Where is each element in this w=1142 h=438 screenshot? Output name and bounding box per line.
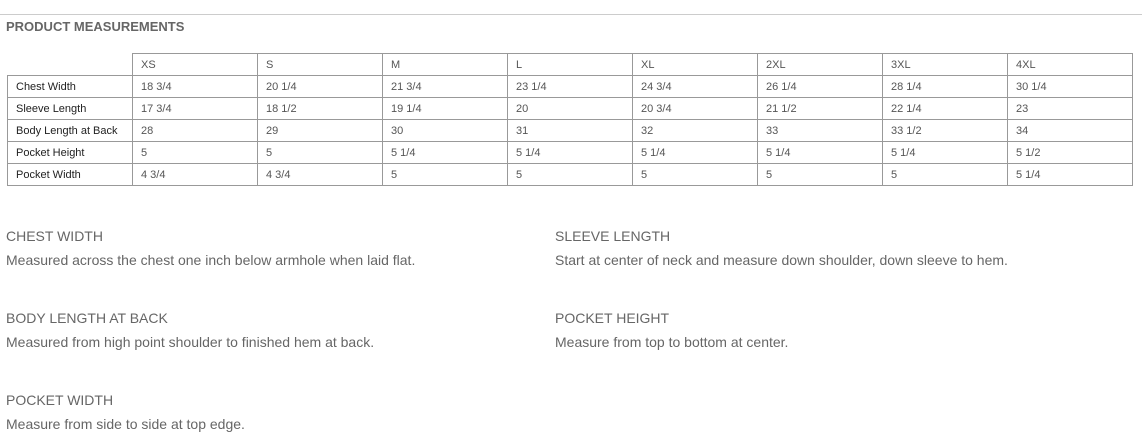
row-label: Chest Width xyxy=(7,75,133,98)
cell: 4 3/4 xyxy=(257,163,383,186)
cell: 5 1/4 xyxy=(382,141,508,164)
cell: 17 3/4 xyxy=(132,97,258,120)
cell: 5 1/4 xyxy=(757,141,883,164)
cell: 33 1/2 xyxy=(882,119,1008,142)
cell: 29 xyxy=(257,119,383,142)
cell: 31 xyxy=(507,119,633,142)
size-header: XL xyxy=(632,53,758,76)
cell: 21 3/4 xyxy=(382,75,508,98)
size-header: 3XL xyxy=(882,53,1008,76)
cell: 20 3/4 xyxy=(632,97,758,120)
cell: 30 xyxy=(382,119,508,142)
cell: 28 xyxy=(132,119,258,142)
definition-text: Measured across the chest one inch below… xyxy=(6,252,416,268)
definition: SLEEVE LENGTH Start at center of neck and… xyxy=(555,228,1075,268)
cell: 19 1/4 xyxy=(382,97,508,120)
measurement-row: Body Length at Back 28 29 30 31 32 33 33 1/2 34 xyxy=(7,119,1133,142)
definition-text: Measure from side to side at top edge. xyxy=(6,416,245,432)
size-header: 4XL xyxy=(1007,53,1133,76)
row-label: Pocket Width xyxy=(7,163,133,186)
cell: 5 xyxy=(507,163,633,186)
row-label: Body Length at Back xyxy=(7,119,133,142)
definition: CHEST WIDTH Measured across the chest one… xyxy=(6,228,526,268)
measurement-table: XS S M L XL 2XL 3XL 4XL Chest Width 18 3/4 20 1/4 2… xyxy=(7,53,1133,186)
cell: 4 3/4 xyxy=(132,163,258,186)
measurement-row: Chest Width 18 3/4 20 1/4 21 3/4 23 1/4 24 3/… xyxy=(7,75,1133,98)
cell: 20 xyxy=(507,97,633,120)
measurement-row: Pocket Width 4 3/4 4 3/4 5 5 5 5 5 5 1/4 xyxy=(7,163,1133,186)
definition: POCKET WIDTH Measure from side to side at… xyxy=(6,392,526,432)
cell: 5 xyxy=(757,163,883,186)
row-label: Pocket Height xyxy=(7,141,133,164)
size-header: 2XL xyxy=(757,53,883,76)
definition-title: POCKET WIDTH xyxy=(6,392,114,408)
cell: 23 xyxy=(1007,97,1133,120)
cell: 26 1/4 xyxy=(757,75,883,98)
measurement-row: Pocket Height 5 5 5 1/4 5 1/4 5 1/4 5 1/4 5 1/4… xyxy=(7,141,1133,164)
cell: 5 1/2 xyxy=(1007,141,1133,164)
size-header: XS xyxy=(132,53,258,76)
cell: 20 1/4 xyxy=(257,75,383,98)
corner-cell xyxy=(7,53,133,76)
definition-title: CHEST WIDTH xyxy=(6,228,103,244)
cell: 5 xyxy=(257,141,383,164)
cell: 30 1/4 xyxy=(1007,75,1133,98)
cell: 33 xyxy=(757,119,883,142)
size-header: M xyxy=(382,53,508,76)
cell: 5 1/4 xyxy=(507,141,633,164)
cell: 34 xyxy=(1007,119,1133,142)
cell: 5 1/4 xyxy=(1007,163,1133,186)
definition: POCKET HEIGHT Measure from top to bottom … xyxy=(555,310,1075,350)
cell: 32 xyxy=(632,119,758,142)
cell: 28 1/4 xyxy=(882,75,1008,98)
definition-text: Start at center of neck and measure down… xyxy=(555,252,1008,268)
divider xyxy=(0,14,1142,15)
cell: 5 xyxy=(382,163,508,186)
cell: 5 xyxy=(632,163,758,186)
cell: 5 xyxy=(882,163,1008,186)
cell: 21 1/2 xyxy=(757,97,883,120)
cell: 18 1/2 xyxy=(257,97,383,120)
size-header: L xyxy=(507,53,633,76)
cell: 5 xyxy=(132,141,258,164)
definition-title: POCKET HEIGHT xyxy=(555,310,670,326)
cell: 5 1/4 xyxy=(882,141,1008,164)
definition: BODY LENGTH AT BACK Measured from high po… xyxy=(6,310,526,350)
cell: 5 1/4 xyxy=(632,141,758,164)
cell: 22 1/4 xyxy=(882,97,1008,120)
section-title: PRODUCT MEASUREMENTS xyxy=(6,19,185,34)
definition-title: SLEEVE LENGTH xyxy=(555,228,671,244)
cell: 23 1/4 xyxy=(507,75,633,98)
definition-text: Measure from top to bottom at center. xyxy=(555,334,789,350)
measurement-row: Sleeve Length 17 3/4 18 1/2 19 1/4 20 20 3/4 2… xyxy=(7,97,1133,120)
header-row: XS S M L XL 2XL 3XL 4XL xyxy=(7,53,1133,76)
definition-text: Measured from high point shoulder to fin… xyxy=(6,334,375,350)
cell: 18 3/4 xyxy=(132,75,258,98)
size-header: S xyxy=(257,53,383,76)
row-label: Sleeve Length xyxy=(7,97,133,120)
cell: 24 3/4 xyxy=(632,75,758,98)
definition-title: BODY LENGTH AT BACK xyxy=(6,310,168,326)
